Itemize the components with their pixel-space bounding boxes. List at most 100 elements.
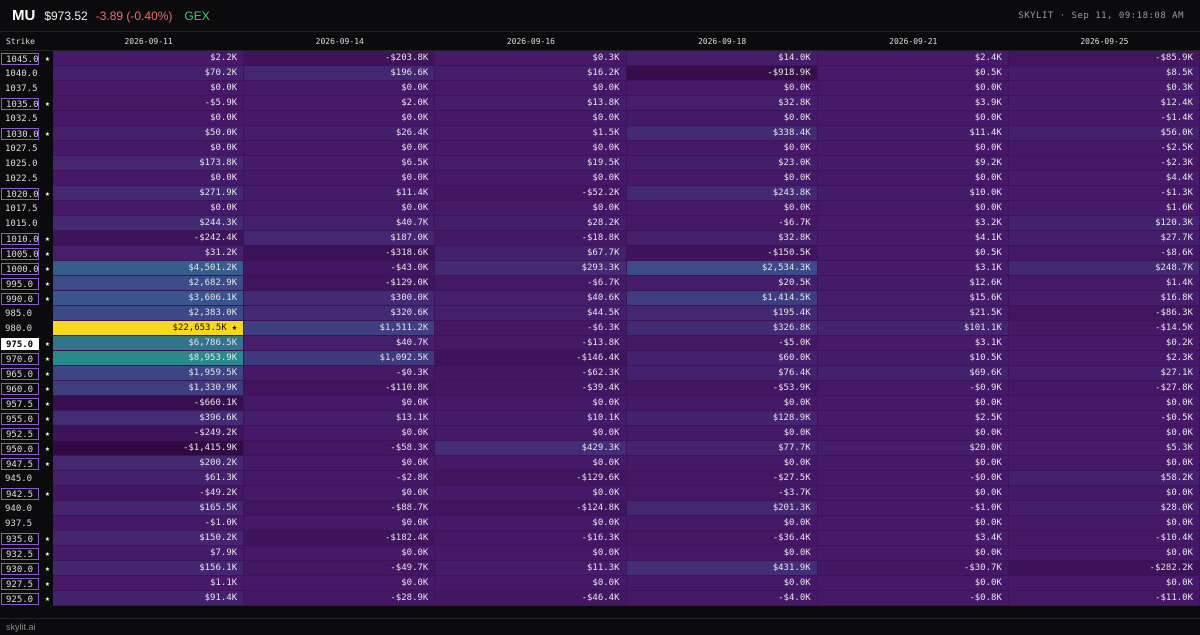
gex-cell[interactable]: $1,959.5K (53, 366, 245, 381)
gex-cell[interactable]: -$16.3K (435, 531, 627, 546)
gex-cell[interactable]: $0.0K (1008, 516, 1200, 531)
gex-cell[interactable]: $70.2K (53, 66, 245, 81)
gex-cell[interactable]: $4,501.2K (53, 261, 245, 276)
gex-cell[interactable]: -$660.1K (53, 396, 245, 411)
gex-cell[interactable]: $0.0K (1008, 486, 1200, 501)
gex-cell[interactable]: $6.5K (244, 156, 436, 171)
gex-cell[interactable]: $0.0K (244, 81, 436, 96)
strike[interactable]: 1027.5 (5, 143, 38, 154)
gex-cell[interactable]: $3,606.1K (53, 291, 245, 306)
gex-cell[interactable]: $15.6K (817, 291, 1009, 306)
strike[interactable]: 1032.5 (5, 113, 38, 124)
gex-cell[interactable]: $0.0K (817, 456, 1009, 471)
gex-cell[interactable]: $0.0K (435, 576, 627, 591)
gex-cell[interactable]: $32.8K (626, 231, 818, 246)
gex-cell[interactable]: $0.0K (435, 486, 627, 501)
gex-cell[interactable]: $0.0K (435, 426, 627, 441)
gex-cell[interactable]: $0.0K (626, 576, 818, 591)
gex-cell[interactable]: $3.2K (817, 216, 1009, 231)
gex-cell[interactable]: -$124.8K (435, 501, 627, 516)
gex-cell[interactable]: -$43.0K (244, 261, 436, 276)
gex-cell[interactable]: -$0.5K (1008, 411, 1200, 426)
gex-cell[interactable]: $40.7K (244, 336, 436, 351)
gex-cell[interactable]: $2,383.0K (53, 306, 245, 321)
gex-cell[interactable]: $244.3K (53, 216, 245, 231)
gex-cell[interactable]: $60.0K (626, 351, 818, 366)
gex-cell[interactable]: $50.0K (53, 126, 245, 141)
strike[interactable]: 960.0 (1, 382, 39, 395)
strike[interactable]: 952.5 (1, 427, 39, 440)
strike[interactable]: 1010.0 (1, 232, 39, 245)
gex-cell[interactable]: $0.0K (435, 81, 627, 96)
gex-cell[interactable]: $0.0K (817, 426, 1009, 441)
gex-cell[interactable]: -$86.3K (1008, 306, 1200, 321)
strike[interactable]: 990.0 (1, 292, 39, 305)
gex-cell[interactable]: $69.6K (817, 366, 1009, 381)
strike[interactable]: 955.0 (1, 412, 39, 425)
gex-cell[interactable]: $8.5K (1008, 66, 1200, 81)
gex-cell[interactable]: -$918.9K (626, 66, 818, 81)
strike[interactable]: 965.0 (1, 367, 39, 380)
gex-cell[interactable]: $156.1K (53, 561, 245, 576)
gex-cell[interactable]: $4.1K (817, 231, 1009, 246)
gex-cell[interactable]: -$62.3K (435, 366, 627, 381)
gex-cell[interactable]: -$88.7K (244, 501, 436, 516)
gex-cell[interactable]: $8,953.9K (53, 351, 245, 366)
gex-cell[interactable]: $0.5K (817, 246, 1009, 261)
strike[interactable]: 1020.0 (1, 187, 39, 200)
gex-cell[interactable]: $22,653.5K ★ (53, 321, 245, 336)
gex-cell[interactable]: -$85.9K (1008, 51, 1200, 66)
gex-cell[interactable]: $1.4K (1008, 276, 1200, 291)
gex-cell[interactable]: $431.9K (626, 561, 818, 576)
gex-cell[interactable]: $76.4K (626, 366, 818, 381)
gex-cell[interactable]: $196.6K (244, 66, 436, 81)
gex-cell[interactable]: -$18.8K (435, 231, 627, 246)
gex-cell[interactable]: -$2.3K (1008, 156, 1200, 171)
gex-cell[interactable]: $0.0K (626, 396, 818, 411)
gex-cell[interactable]: $1.5K (435, 126, 627, 141)
gex-cell[interactable]: -$6.3K (435, 321, 627, 336)
gex-cell[interactable]: $0.0K (817, 396, 1009, 411)
gex-cell[interactable]: -$30.7K (817, 561, 1009, 576)
strike[interactable]: 1015.0 (5, 218, 38, 229)
gex-cell[interactable]: $0.0K (435, 516, 627, 531)
gex-cell[interactable]: -$58.3K (244, 441, 436, 456)
strike[interactable]: 1030.0 (1, 127, 39, 140)
gex-cell[interactable]: -$1.3K (1008, 186, 1200, 201)
gex-cell[interactable]: $0.0K (244, 396, 436, 411)
strike[interactable]: 975.0 (1, 337, 39, 350)
gex-cell[interactable]: $0.0K (817, 171, 1009, 186)
gex-cell[interactable]: $0.0K (626, 426, 818, 441)
gex-cell[interactable]: $11.4K (244, 186, 436, 201)
strike[interactable]: 1025.0 (5, 158, 38, 169)
gex-cell[interactable]: -$1.4K (1008, 111, 1200, 126)
gex-cell[interactable]: -$53.9K (626, 381, 818, 396)
gex-cell[interactable]: -$203.8K (244, 51, 436, 66)
gex-cell[interactable]: -$0.9K (817, 381, 1009, 396)
gex-cell[interactable]: -$28.9K (244, 591, 436, 606)
gex-cell[interactable]: -$2.5K (1008, 141, 1200, 156)
column-header[interactable]: 2026-09-16 (506, 36, 555, 46)
gex-cell[interactable]: $2.0K (244, 96, 436, 111)
gex-cell[interactable]: $0.0K (53, 111, 245, 126)
gex-cell[interactable]: $1,414.5K (626, 291, 818, 306)
gex-cell[interactable]: -$5.0K (626, 336, 818, 351)
gex-cell[interactable]: $0.0K (244, 111, 436, 126)
gex-cell[interactable]: $0.0K (626, 546, 818, 561)
gex-cell[interactable]: -$27.5K (626, 471, 818, 486)
gex-cell[interactable]: -$4.0K (626, 591, 818, 606)
gex-cell[interactable]: $0.0K (626, 456, 818, 471)
strike[interactable]: 1045.0 (1, 52, 39, 65)
gex-cell[interactable]: $1.1K (53, 576, 245, 591)
gex-cell[interactable]: $4.4K (1008, 171, 1200, 186)
gex-cell[interactable]: $10.1K (435, 411, 627, 426)
gex-cell[interactable]: $11.3K (435, 561, 627, 576)
gex-cell[interactable]: $0.0K (1008, 546, 1200, 561)
gex-cell[interactable]: $0.0K (244, 171, 436, 186)
strike[interactable]: 1000.0 (1, 262, 39, 275)
gex-cell[interactable]: $61.3K (53, 471, 245, 486)
gex-cell[interactable]: -$3.7K (626, 486, 818, 501)
gex-cell[interactable]: $28.2K (435, 216, 627, 231)
gex-cell[interactable]: -$249.2K (53, 426, 245, 441)
column-header[interactable]: 2026-09-11 (124, 36, 173, 46)
